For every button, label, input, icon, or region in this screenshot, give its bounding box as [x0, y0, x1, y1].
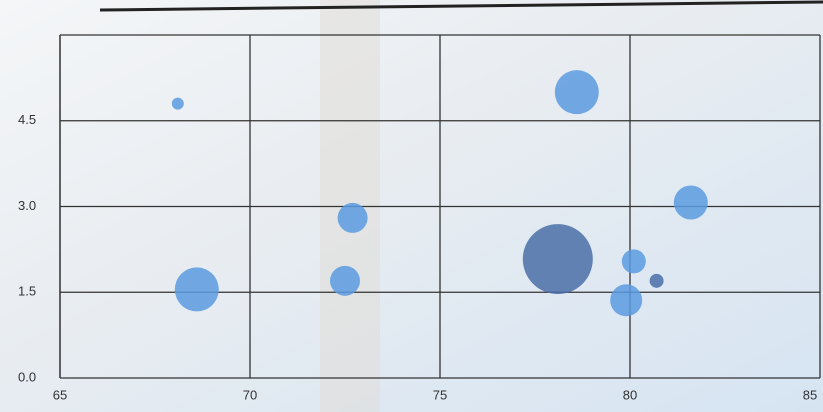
y-tick-label: 3.0	[18, 198, 36, 213]
bubble	[610, 284, 643, 317]
bubble	[554, 70, 599, 115]
bubble	[522, 224, 593, 295]
bubble	[171, 97, 184, 110]
bubble	[174, 267, 219, 312]
y-tick-label: 0.0	[18, 369, 36, 384]
x-tick-label: 70	[243, 387, 257, 402]
bubble	[649, 273, 664, 288]
screen-edge	[99, 0, 823, 12]
y-tick-label: 4.5	[18, 112, 36, 127]
x-tick-label: 80	[623, 387, 637, 402]
x-tick-label: 75	[433, 387, 447, 402]
bubble	[673, 185, 708, 220]
x-tick-label: 65	[53, 387, 67, 402]
y-tick-label: 1.5	[18, 284, 36, 299]
bubble	[330, 265, 360, 296]
bubble	[621, 249, 646, 274]
bubble	[337, 202, 368, 233]
x-tick-label: 85	[803, 387, 817, 402]
